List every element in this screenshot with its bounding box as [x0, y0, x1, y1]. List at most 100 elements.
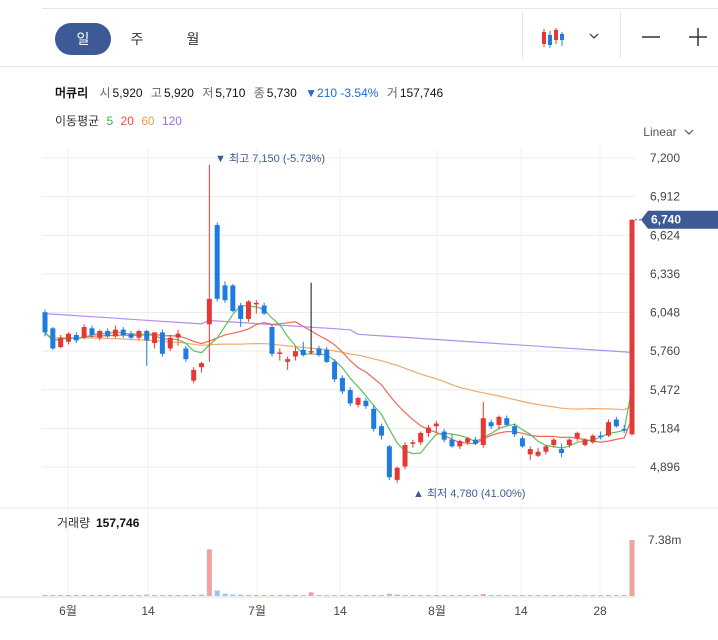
candle-body — [97, 331, 103, 338]
volume-bar — [418, 595, 424, 596]
volume-max-label: 7.38m — [648, 533, 681, 547]
candle-body — [496, 416, 502, 425]
volume-bar — [222, 593, 228, 596]
ma-120-label[interactable]: 120 — [161, 114, 182, 128]
ma-20-label[interactable]: 20 — [120, 114, 134, 128]
moving-average-legend: 이동평균 5 20 60 120 — [55, 112, 186, 129]
ma-5-label[interactable]: 5 — [106, 114, 114, 128]
candle-body — [347, 390, 353, 404]
volume-value: 157,746 — [399, 86, 444, 100]
stock-name: 머큐리 — [55, 86, 89, 100]
candle-body — [535, 451, 541, 456]
x-tick-label: 14 — [333, 604, 347, 618]
volume-bar — [496, 595, 502, 596]
candle-body — [519, 438, 525, 447]
volume-bar — [480, 594, 486, 596]
volume-bar — [386, 593, 392, 596]
candle-body — [551, 439, 557, 446]
chart-type-dropdown[interactable] — [540, 26, 606, 55]
volume-bar — [50, 595, 56, 596]
volume-bar — [81, 595, 87, 596]
volume-bar — [449, 595, 455, 596]
y-tick-label: 5,760 — [650, 344, 680, 358]
candle-body — [379, 426, 385, 436]
volume-bar — [527, 595, 533, 596]
candle-body — [222, 285, 228, 301]
candle-body — [606, 422, 612, 436]
candle-body — [566, 439, 572, 446]
volume-total: 157,746 — [96, 516, 140, 530]
volume-bar — [488, 595, 494, 596]
candle-body — [418, 432, 424, 443]
candle-body — [152, 332, 158, 344]
candle-body — [512, 426, 518, 435]
volume-bar — [308, 592, 314, 596]
candle-body — [269, 326, 275, 354]
volume-bar — [253, 595, 259, 596]
candle-body — [214, 225, 220, 299]
scale-toggle[interactable]: Linear — [643, 125, 694, 139]
candle-body — [183, 348, 189, 360]
volume-bar — [457, 595, 463, 596]
volume-bar — [269, 595, 275, 596]
candle-body — [386, 446, 392, 478]
volume-bar — [402, 595, 408, 596]
change-value: ▼210 -3.54% — [305, 86, 379, 100]
volume-bar — [394, 594, 400, 596]
candle-body — [206, 298, 212, 325]
candle-body — [574, 432, 580, 439]
ma-60-line — [44, 333, 633, 411]
volume-bar — [144, 594, 150, 596]
open-label: 시 — [99, 86, 111, 100]
ma-60-label[interactable]: 60 — [141, 114, 155, 128]
volume-bar — [175, 595, 181, 596]
tab-week[interactable]: 주 — [130, 31, 144, 47]
candle-body — [559, 449, 565, 454]
candle-body — [582, 439, 588, 446]
volume-bar — [167, 595, 173, 596]
candle-body — [199, 363, 205, 368]
candle-body — [245, 301, 251, 319]
candle-body — [144, 331, 150, 341]
volume-bar — [519, 595, 525, 596]
tab-day[interactable]: 일 — [55, 23, 111, 55]
volume-bar — [97, 595, 103, 596]
y-tick-label: 6,624 — [650, 228, 680, 242]
candlestick-icon — [542, 28, 599, 48]
candle-body — [285, 359, 291, 362]
candle-body — [42, 312, 48, 333]
candle-body — [613, 419, 619, 427]
candle-body — [433, 423, 439, 427]
candle-body — [58, 337, 64, 348]
x-tick-label: 28 — [593, 604, 607, 618]
zoom-out-button[interactable] — [640, 26, 662, 53]
candle-body — [527, 449, 533, 455]
volume-bar — [183, 595, 189, 596]
close-label: 종 — [253, 86, 265, 100]
volume-bar — [105, 595, 111, 596]
y-tick-label: 6,048 — [650, 306, 680, 320]
zoom-in-button[interactable] — [687, 26, 709, 53]
volume-bar — [574, 595, 580, 596]
volume-bar — [465, 595, 471, 596]
candle-body — [426, 427, 432, 433]
plus-icon — [689, 28, 707, 46]
candle-body — [120, 329, 126, 336]
candle-body — [457, 440, 463, 447]
candle-body — [292, 351, 298, 357]
scale-label: Linear — [643, 125, 677, 139]
tab-month[interactable]: 월 — [186, 31, 200, 47]
candle-body — [308, 351, 314, 353]
candle-body — [371, 408, 377, 429]
candle-body — [105, 331, 111, 337]
candle-body — [488, 422, 494, 427]
candle-body — [480, 418, 486, 446]
candle-body — [465, 438, 471, 443]
candle-body — [332, 361, 338, 380]
candle-body — [402, 445, 408, 467]
candle-body — [81, 326, 87, 338]
open-value: 5,920 — [112, 86, 143, 100]
candle-body — [598, 435, 604, 438]
candle-body — [261, 305, 267, 314]
